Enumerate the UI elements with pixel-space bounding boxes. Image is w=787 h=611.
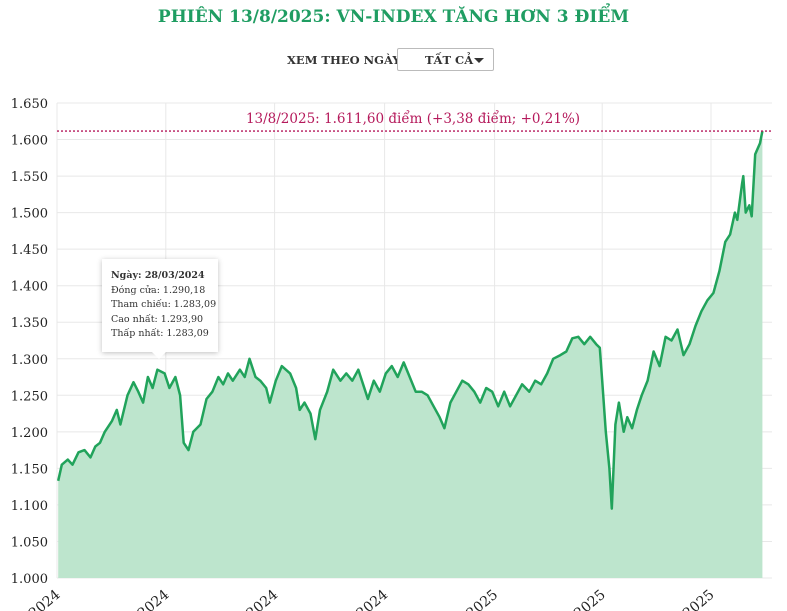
dropdown-selected-value: TẤT CẢ [425,53,474,67]
area-fill [58,131,763,578]
date-range-dropdown[interactable]: TẤT CẢ [397,48,494,71]
tooltip-pointer [152,352,166,359]
tooltip: Ngày: 28/03/2024 Đóng cửa: 1.290,18 Tham… [102,259,218,359]
index-line [56,130,764,510]
x-tick-label: 10/2024 [336,587,391,611]
tooltip-close: Đóng cửa: 1.290,18 [111,284,206,296]
y-tick-label: 1.400 [11,280,48,295]
view-by-date-label: XEM THEO NGÀY [287,53,401,67]
x-tick-label: 1/2024 [16,587,64,611]
y-tick-label: 1.450 [11,243,48,258]
y-tick-label: 1.150 [11,462,48,477]
x-tick-label: 1/2025 [453,587,501,611]
y-tick-label: 1.100 [11,499,48,514]
x-tick-label: 7/2024 [233,587,281,611]
tooltip-high: Cao nhất: 1.293,90 [111,313,204,325]
tooltip-reference: Tham chiếu: 1.283,09 [111,299,217,310]
chart-title: PHIÊN 13/8/2025: VN-INDEX TĂNG HƠN 3 ĐIỂ… [157,7,630,27]
tooltip-low: Thấp nhất: 1.283,09 [111,328,209,339]
y-tick-label: 1.650 [11,97,48,112]
y-tick-label: 1.350 [11,316,48,331]
y-tick-label: 1.500 [11,207,48,222]
y-tick-label: 1.200 [11,426,48,441]
y-tick-label: 1.550 [11,170,48,185]
caret-down-icon [474,58,484,63]
current-value-annotation: 13/8/2025: 1.611,60 điểm (+3,38 điểm; +0… [246,111,580,127]
x-tick-label: 4/2024 [124,587,172,611]
x-tick-label: 4/2025 [561,587,609,611]
y-tick-label: 1.050 [11,535,48,550]
x-tick-label: 7/2025 [670,587,718,611]
y-tick-label: 1.250 [11,389,48,404]
y-tick-label: 1.000 [11,572,48,587]
y-tick-label: 1.600 [11,134,48,149]
tooltip-date: Ngày: 28/03/2024 [111,270,205,281]
y-tick-label: 1.300 [11,353,48,368]
